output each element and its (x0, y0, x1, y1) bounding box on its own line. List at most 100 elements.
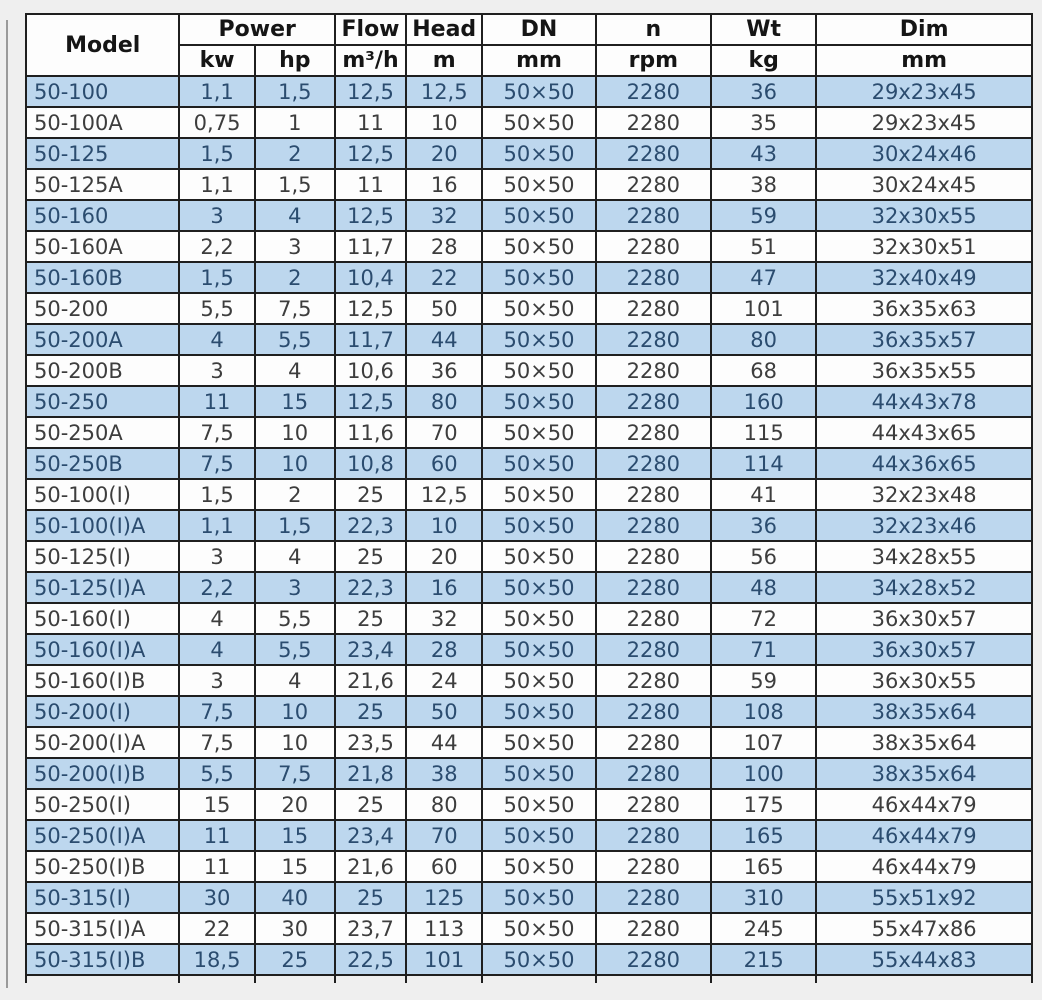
value-cell: 215 (709, 943, 818, 976)
value-cell: 4 (178, 602, 256, 635)
table-row: 50-200 5,5 7,5 12,5 50 50×50 2280 101 36x35x63 (24, 292, 1033, 325)
value-cell: 4 (253, 354, 336, 387)
value-cell: 34x28x55 (815, 540, 1033, 573)
value-cell: 25 (333, 695, 408, 728)
value-cell: 3 (178, 199, 256, 232)
value-cell: 32x23x48 (815, 478, 1033, 511)
col-header-head: Head (405, 13, 484, 46)
model-cell: 50-160(I)B (24, 664, 181, 697)
value-cell: 113 (405, 912, 484, 945)
header-row-labels: Model Power Flow Head DN n Wt Dim (24, 13, 1033, 77)
value-cell: 23,4 (333, 819, 408, 852)
value-cell: 10 (253, 416, 336, 449)
table-row: 50-315(I) 30 40 25 125 50×50 2280 310 55x51x92 (24, 881, 1033, 914)
value-cell: 46x44x79 (815, 788, 1033, 821)
header-row-units: kw hp m³/h m mm rpm kg mm (26, 44, 1033, 77)
value-cell: 36x30x57 (815, 633, 1033, 666)
value-cell: 18,5 (178, 943, 256, 976)
value-cell: 70 (405, 819, 484, 852)
table-row: 50-200B 3 4 10,6 36 50×50 2280 68 36x35x55 (24, 354, 1033, 387)
value-cell: 2280 (594, 261, 713, 294)
value-cell: 2280 (594, 137, 713, 170)
value-cell: 4 (253, 199, 336, 232)
value-cell: 50×50 (481, 447, 597, 480)
cropped-cell (178, 974, 256, 983)
cropped-cell (405, 974, 484, 983)
table-row: 50-160B 1,5 2 10,4 22 50×50 2280 47 32x40x49 (24, 261, 1033, 294)
value-cell: 175 (709, 788, 818, 821)
value-cell: 3 (253, 571, 336, 604)
value-cell: 36x30x55 (815, 664, 1033, 697)
value-cell: 11 (178, 819, 256, 852)
model-cell: 50-100(I)A (24, 509, 181, 542)
value-cell: 1,1 (178, 75, 256, 108)
value-cell: 29x23x45 (815, 75, 1033, 108)
table-body: 50-100 1,1 1,5 12,5 12,5 50×50 2280 36 29x23x45 5… (24, 75, 1033, 983)
value-cell: 55x51x92 (815, 881, 1033, 914)
table-row: 50-250 11 15 12,5 80 50×50 2280 160 44x43x78 (24, 385, 1033, 418)
value-cell: 11 (178, 385, 256, 418)
table-row: 50-125(I) 3 4 25 20 50×50 2280 56 34x28x55 (24, 540, 1033, 573)
value-cell: 20 (253, 788, 336, 821)
value-cell: 12,5 (405, 478, 484, 511)
model-cell: 50-250(I)A (24, 819, 181, 852)
value-cell: 115 (709, 416, 818, 449)
value-cell: 50×50 (481, 757, 597, 790)
value-cell: 1,5 (178, 137, 256, 170)
table-row: 50-125 1,5 2 12,5 20 50×50 2280 43 30x24x46 (24, 137, 1033, 170)
value-cell: 4 (178, 323, 256, 356)
value-cell: 12,5 (333, 137, 408, 170)
value-cell: 101 (405, 943, 484, 976)
table-row: 50-125A 1,1 1,5 11 16 50×50 2280 38 30x24x45 (24, 168, 1033, 201)
value-cell: 2280 (594, 447, 713, 480)
value-cell: 3 (253, 230, 336, 263)
value-cell: 29x23x45 (815, 106, 1033, 139)
value-cell: 12,5 (405, 75, 484, 108)
value-cell: 10 (253, 447, 336, 480)
model-cell: 50-250(I)B (24, 850, 181, 883)
value-cell: 28 (405, 633, 484, 666)
unit-header-hp: hp (253, 44, 336, 77)
table-row: 50-160(I)A 4 5,5 23,4 28 50×50 2280 71 36x30x57 (24, 633, 1033, 666)
value-cell: 2 (253, 261, 336, 294)
value-cell: 11,6 (333, 416, 408, 449)
value-cell: 36 (405, 354, 484, 387)
value-cell: 15 (178, 788, 256, 821)
cropped-cell (333, 974, 408, 983)
value-cell: 5,5 (253, 633, 336, 666)
model-cell: 50-315(I)B (24, 943, 181, 976)
value-cell: 50×50 (481, 726, 597, 759)
value-cell: 51 (709, 230, 818, 263)
table-row: 50-250A 7,5 10 11,6 70 50×50 2280 115 44x43x65 (24, 416, 1033, 449)
value-cell: 2280 (594, 695, 713, 728)
value-cell: 50×50 (481, 664, 597, 697)
value-cell: 36 (709, 509, 818, 542)
table-row: 50-250(I)A 11 15 23,4 70 50×50 2280 165 46x44x79 (24, 819, 1033, 852)
value-cell: 5,5 (178, 757, 256, 790)
model-cell: 50-125 (24, 137, 181, 170)
value-cell: 12,5 (333, 292, 408, 325)
value-cell: 7,5 (178, 416, 256, 449)
value-cell: 2280 (594, 788, 713, 821)
value-cell: 2280 (594, 664, 713, 697)
cropped-cell (253, 974, 336, 983)
value-cell: 41 (709, 478, 818, 511)
unit-header-dn-mm: mm (481, 44, 597, 77)
model-cell: 50-160A (24, 230, 181, 263)
value-cell: 2280 (594, 168, 713, 201)
value-cell: 38x35x64 (815, 726, 1033, 759)
value-cell: 7,5 (253, 757, 336, 790)
model-cell: 50-250 (24, 385, 181, 418)
value-cell: 165 (709, 819, 818, 852)
value-cell: 43 (709, 137, 818, 170)
table-row: 50-160(I)B 3 4 21,6 24 50×50 2280 59 36x30x55 (24, 664, 1033, 697)
value-cell: 50×50 (481, 168, 597, 201)
value-cell: 10,4 (333, 261, 408, 294)
table-row: 50-125(I)A 2,2 3 22,3 16 50×50 2280 48 34x28x52 (24, 571, 1033, 604)
value-cell: 22,5 (333, 943, 408, 976)
value-cell: 60 (405, 447, 484, 480)
value-cell: 2280 (594, 943, 713, 976)
left-crop-line (6, 20, 8, 988)
value-cell: 30 (253, 912, 336, 945)
value-cell: 2280 (594, 881, 713, 914)
